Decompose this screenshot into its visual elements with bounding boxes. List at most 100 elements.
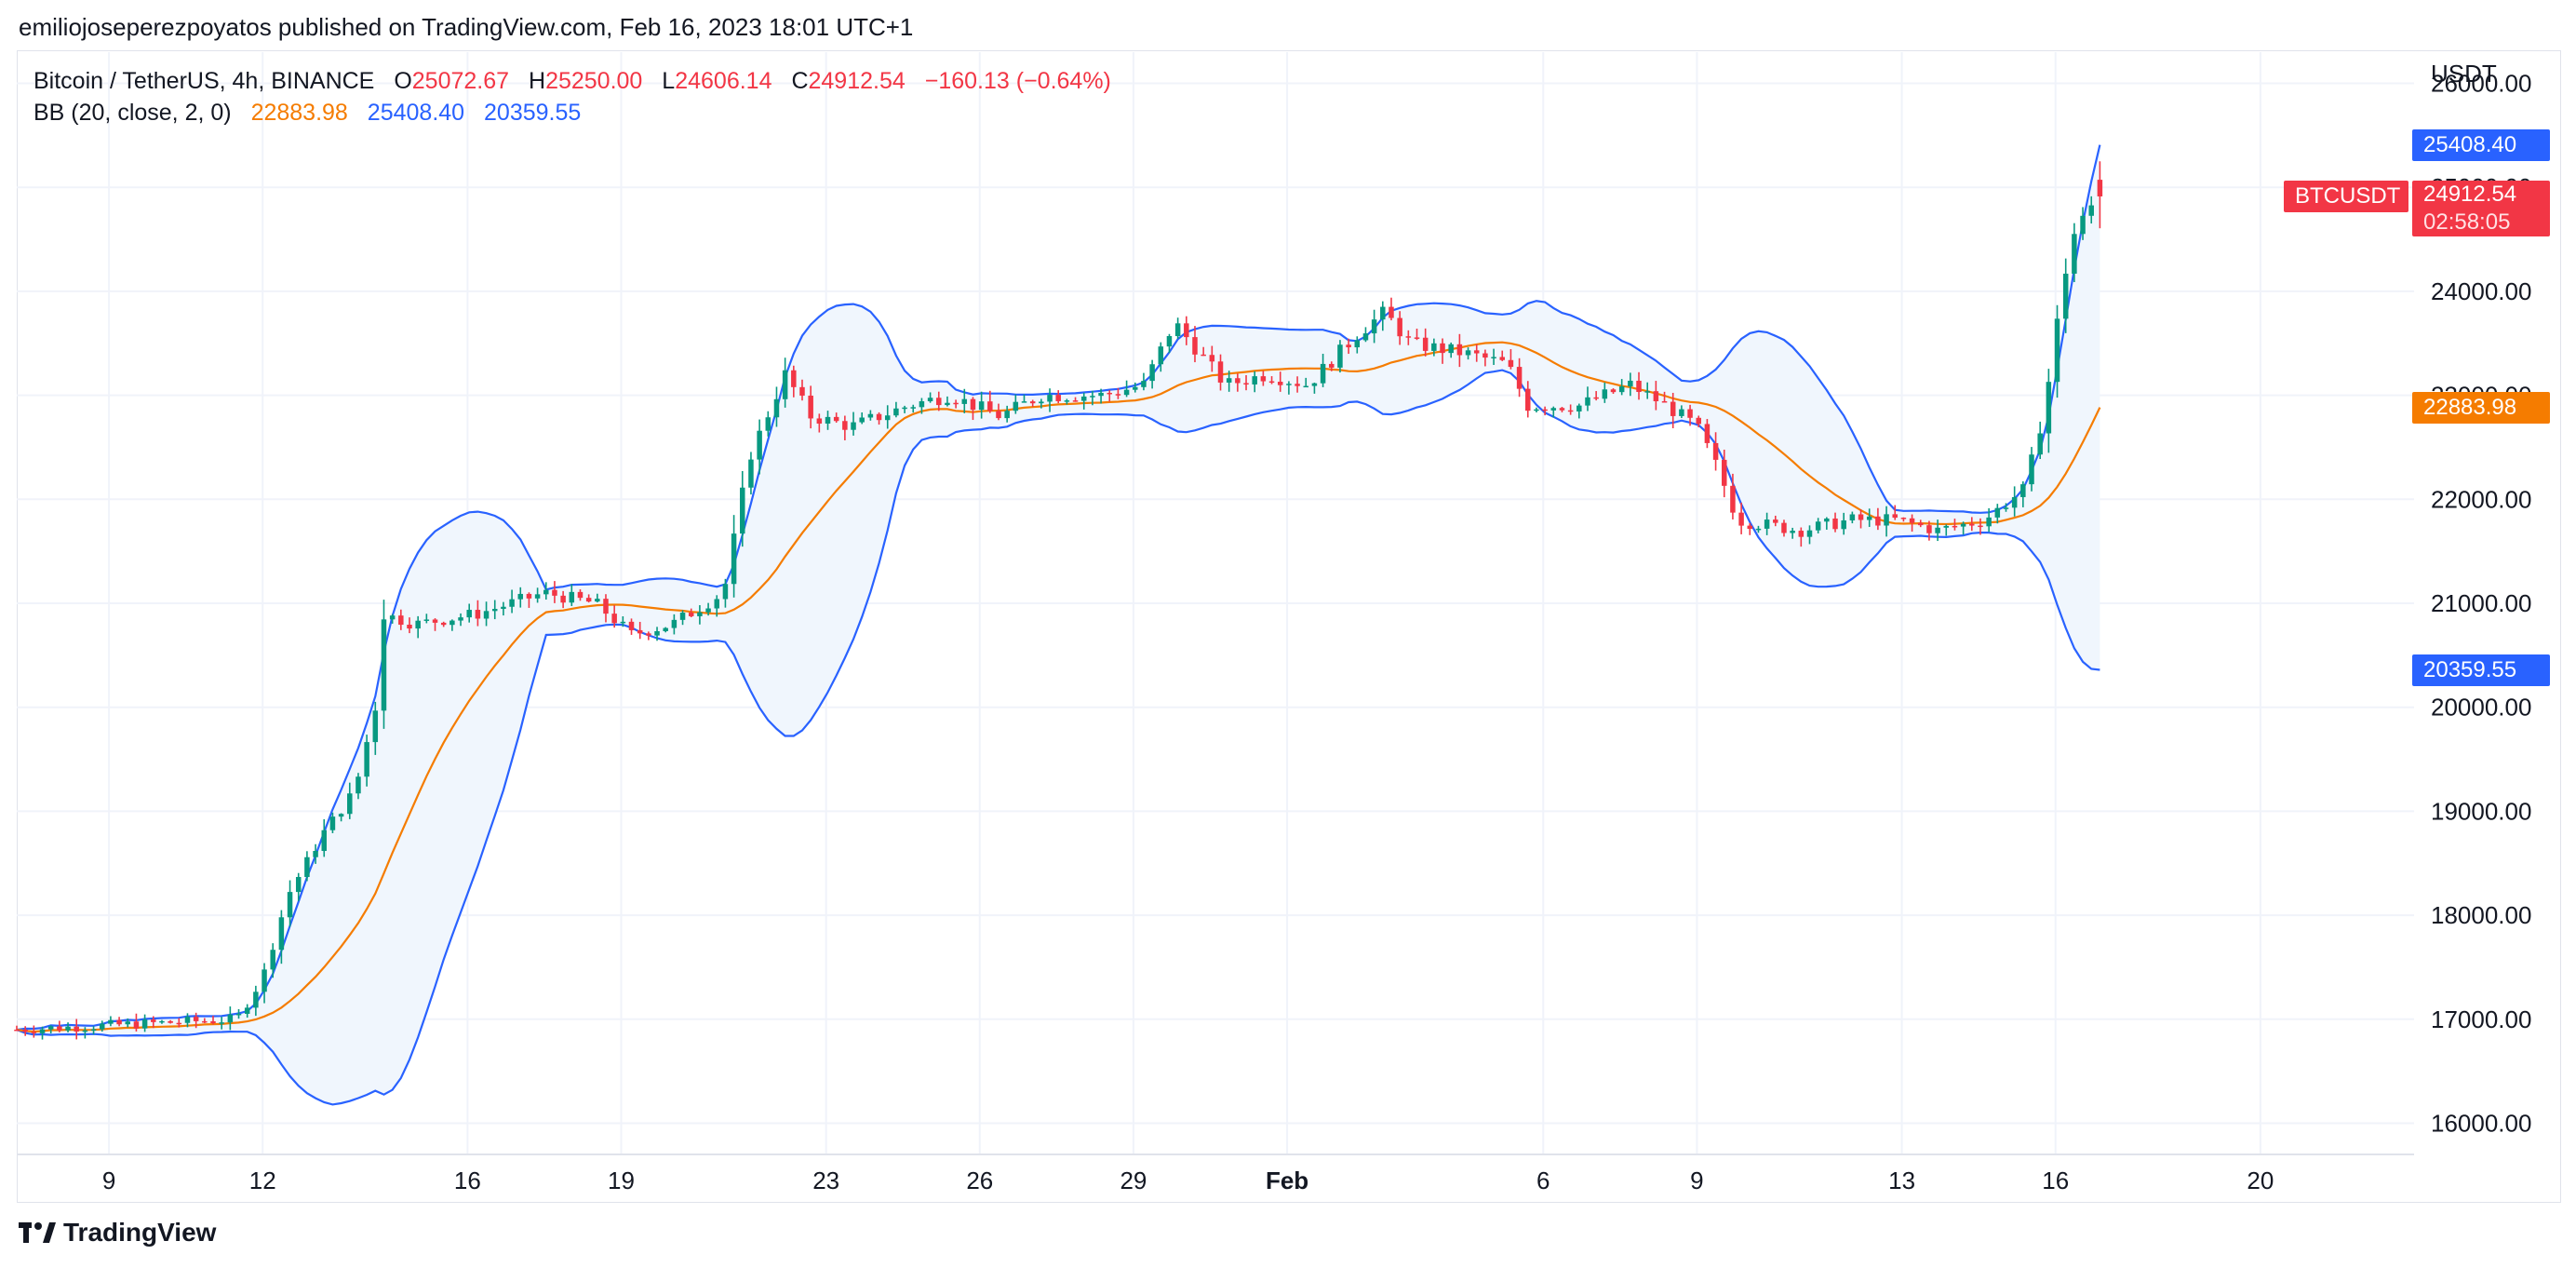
candle bbox=[2097, 161, 2103, 229]
candle-body bbox=[1414, 337, 1420, 339]
candle bbox=[82, 1027, 88, 1039]
candle bbox=[620, 616, 626, 627]
candle-body bbox=[970, 398, 976, 411]
candle bbox=[99, 1020, 105, 1032]
candle bbox=[47, 1025, 54, 1034]
candle-body bbox=[637, 629, 643, 634]
candle-body bbox=[902, 407, 907, 410]
candle-body bbox=[364, 742, 369, 777]
x-tick-label: 26 bbox=[966, 1167, 993, 1194]
candle-body bbox=[1576, 405, 1582, 411]
candle bbox=[646, 631, 651, 641]
candle bbox=[1448, 342, 1454, 358]
candle-body bbox=[1158, 346, 1164, 365]
candle bbox=[1900, 517, 1907, 522]
candle-body bbox=[2062, 273, 2069, 319]
candle bbox=[458, 613, 463, 627]
candle-body bbox=[2097, 180, 2103, 196]
candle-body bbox=[1047, 395, 1053, 402]
candle bbox=[39, 1026, 46, 1040]
candle-body bbox=[1960, 523, 1966, 527]
candle bbox=[1712, 432, 1719, 471]
brand-name: TradingView bbox=[63, 1218, 217, 1247]
candle bbox=[816, 413, 823, 433]
candle-body bbox=[757, 430, 762, 460]
candle-body bbox=[253, 991, 259, 1008]
y-tick-label: 19000.00 bbox=[2431, 797, 2531, 825]
x-tick-label: 16 bbox=[454, 1167, 481, 1194]
candle-body bbox=[1516, 367, 1523, 389]
candle bbox=[893, 401, 899, 418]
candle bbox=[833, 412, 839, 424]
candle-body bbox=[1798, 531, 1805, 537]
candle-body bbox=[82, 1030, 88, 1032]
candle-body bbox=[577, 591, 584, 599]
candle-body bbox=[1090, 396, 1095, 398]
candle bbox=[1166, 333, 1173, 354]
candle bbox=[1149, 359, 1155, 389]
y-tick-label: 20000.00 bbox=[2431, 694, 2531, 722]
candle-body bbox=[1832, 518, 1838, 530]
y-tick-label: 17000.00 bbox=[2431, 1005, 2531, 1033]
candle-body bbox=[791, 370, 797, 387]
close-label: C bbox=[791, 68, 809, 94]
candle bbox=[1380, 301, 1386, 331]
x-tick-label: 16 bbox=[2042, 1167, 2069, 1194]
candle-body bbox=[491, 609, 498, 612]
candle bbox=[782, 357, 788, 408]
candle bbox=[270, 943, 275, 978]
candle-body bbox=[1559, 408, 1565, 411]
bb-lower-value: 20359.55 bbox=[484, 100, 582, 126]
candle bbox=[1013, 394, 1019, 414]
candle-body bbox=[1465, 350, 1471, 356]
y-tick-label: 18000.00 bbox=[2431, 901, 2531, 929]
candle-body bbox=[825, 416, 831, 425]
candle-body bbox=[1004, 411, 1010, 419]
candle-body bbox=[1926, 525, 1932, 533]
candle bbox=[867, 410, 874, 421]
candle-body bbox=[1781, 522, 1787, 533]
candle bbox=[432, 618, 438, 631]
candle bbox=[1815, 518, 1821, 533]
publisher-line: emiliojoseperezpoyatos published on Trad… bbox=[19, 13, 914, 41]
candle-body bbox=[1918, 522, 1924, 526]
candle-body bbox=[876, 413, 882, 421]
candle-body bbox=[1773, 519, 1778, 523]
candle-body bbox=[1166, 336, 1173, 347]
candle bbox=[1687, 404, 1693, 426]
candle-body bbox=[2054, 318, 2060, 383]
candle bbox=[1107, 390, 1112, 402]
candle bbox=[202, 1018, 208, 1024]
candle-body bbox=[534, 594, 541, 599]
candle bbox=[1268, 376, 1275, 384]
candle bbox=[1534, 407, 1539, 412]
candle bbox=[1670, 392, 1676, 428]
candle bbox=[1080, 392, 1087, 410]
candle bbox=[1098, 388, 1104, 404]
candle-body bbox=[1133, 386, 1138, 390]
candle bbox=[1773, 515, 1778, 527]
candle-body bbox=[483, 611, 490, 619]
candle bbox=[1798, 527, 1805, 547]
candle bbox=[57, 1020, 62, 1032]
candle bbox=[509, 589, 515, 614]
candle bbox=[1969, 517, 1975, 532]
candle bbox=[1209, 345, 1215, 372]
high-label: H bbox=[529, 68, 546, 94]
candle-body bbox=[628, 621, 635, 630]
candle bbox=[1090, 390, 1095, 406]
candle bbox=[1866, 508, 1872, 527]
candle-body bbox=[1712, 442, 1719, 460]
candle bbox=[1311, 382, 1318, 394]
candle bbox=[1473, 344, 1480, 362]
chart-pane[interactable] bbox=[17, 50, 2561, 1203]
candle bbox=[22, 1026, 28, 1036]
candle-body bbox=[978, 401, 985, 411]
candle bbox=[1618, 379, 1625, 396]
candle bbox=[1499, 350, 1505, 361]
candle-body bbox=[1226, 378, 1232, 383]
candle bbox=[1986, 507, 1992, 533]
tradingview-logo[interactable]: TradingView bbox=[19, 1218, 216, 1248]
candle bbox=[953, 399, 959, 409]
